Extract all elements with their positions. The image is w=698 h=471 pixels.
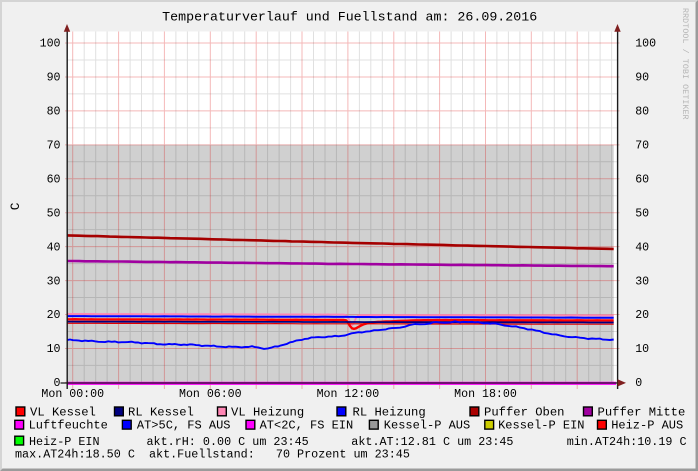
svg-text:RL Kessel: RL Kessel: [128, 405, 194, 419]
svg-text:VL Heizung: VL Heizung: [231, 405, 304, 419]
svg-text:akt.rH: 0.00 C um 23:45: akt.rH: 0.00 C um 23:45: [147, 435, 309, 449]
svg-text:80: 80: [47, 106, 61, 119]
svg-text:max.AT24h:18.50 C akt.Fuellst: max.AT24h:18.50 C akt.Fuellstand: 70 Pro…: [15, 447, 410, 461]
svg-text:100: 100: [635, 38, 656, 51]
svg-text:100: 100: [40, 38, 61, 51]
svg-text:50: 50: [47, 207, 61, 220]
svg-text:80: 80: [635, 106, 649, 119]
svg-text:Kessel-P AUS: Kessel-P AUS: [384, 419, 470, 433]
svg-text:Mon 12:00: Mon 12:00: [317, 388, 380, 401]
svg-text:Mon 06:00: Mon 06:00: [179, 388, 242, 401]
svg-text:RL Heizung: RL Heizung: [353, 405, 426, 419]
svg-text:60: 60: [47, 173, 61, 186]
svg-text:Mon 18:00: Mon 18:00: [454, 388, 517, 401]
svg-text:0: 0: [635, 377, 642, 390]
svg-text:Heiz-P AUS: Heiz-P AUS: [611, 419, 683, 433]
svg-text:70: 70: [47, 140, 61, 153]
svg-text:10: 10: [635, 343, 649, 356]
svg-text:70: 70: [635, 140, 649, 153]
svg-text:40: 40: [47, 241, 61, 254]
svg-text:10: 10: [47, 343, 61, 356]
svg-text:Puffer Oben: Puffer Oben: [484, 405, 564, 419]
svg-text:AT<2C, FS EIN: AT<2C, FS EIN: [260, 419, 354, 433]
svg-text:60: 60: [635, 173, 649, 186]
svg-text:Puffer Mitte: Puffer Mitte: [598, 405, 686, 419]
svg-text:Luftfeuchte: Luftfeuchte: [29, 419, 108, 433]
svg-text:20: 20: [635, 309, 649, 322]
svg-text:40: 40: [635, 241, 649, 254]
svg-text:VL Kessel: VL Kessel: [30, 405, 96, 419]
svg-text:0: 0: [54, 377, 61, 390]
svg-text:min.AT24h:10.19 C: min.AT24h:10.19 C: [567, 435, 687, 449]
svg-text:AT>5C, FS AUS: AT>5C, FS AUS: [137, 419, 231, 433]
svg-text:RRDTOOL / TOBI OETIKER: RRDTOOL / TOBI OETIKER: [680, 8, 690, 120]
svg-text:Heiz-P EIN: Heiz-P EIN: [29, 435, 100, 449]
svg-text:Kessel-P EIN: Kessel-P EIN: [498, 419, 584, 433]
svg-text:30: 30: [635, 275, 649, 288]
svg-text:50: 50: [635, 207, 649, 220]
svg-text:30: 30: [47, 275, 61, 288]
svg-text:20: 20: [47, 309, 61, 322]
svg-text:90: 90: [47, 72, 61, 85]
svg-text:90: 90: [635, 72, 649, 85]
svg-text:Mon 00:00: Mon 00:00: [41, 388, 104, 401]
svg-text:Temperaturverlauf und Fuellsta: Temperaturverlauf und Fuellstand am: 26.…: [162, 10, 537, 25]
svg-text:C: C: [8, 202, 23, 210]
svg-text:akt.AT:12.81 C um 23:45: akt.AT:12.81 C um 23:45: [351, 435, 513, 449]
